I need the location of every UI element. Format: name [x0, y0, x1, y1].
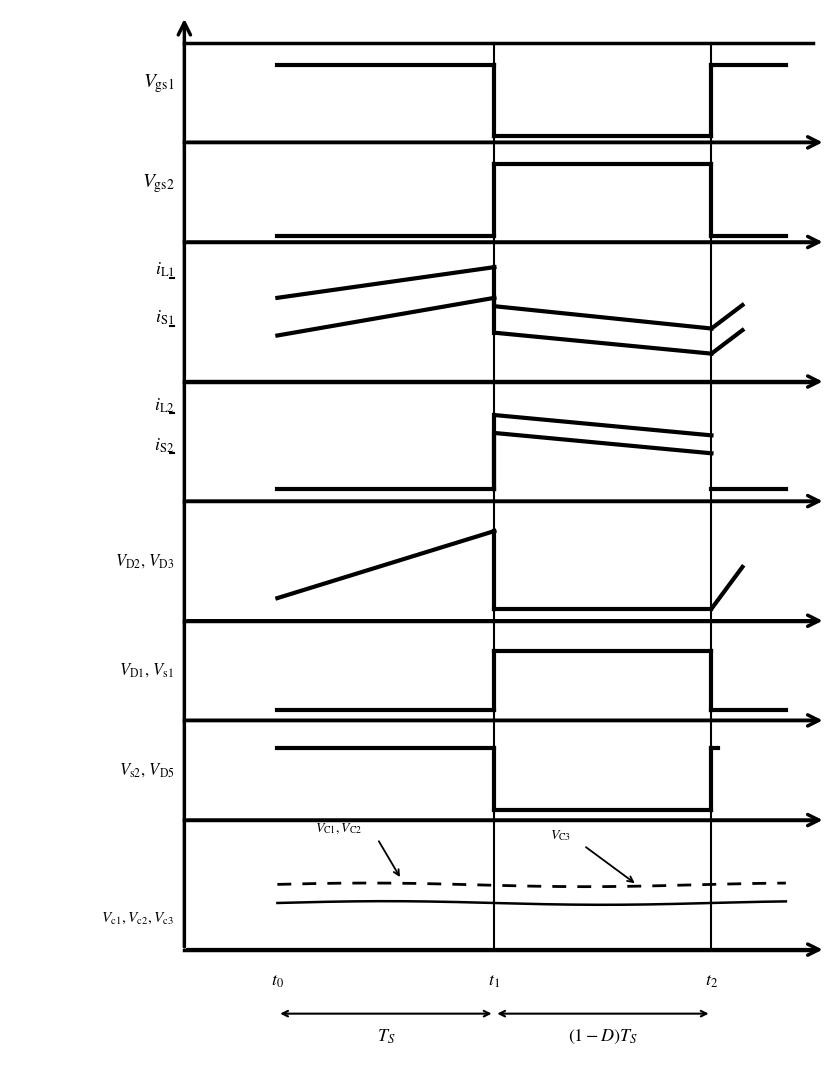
Text: $V_{\mathrm{c1}},V_{\mathrm{c2}},V_{\mathrm{c3}}$: $V_{\mathrm{c1}},V_{\mathrm{c2}},V_{\mat… [101, 911, 174, 926]
Text: $V_{\mathrm{C1}},V_{\mathrm{C2}}$: $V_{\mathrm{C1}},V_{\mathrm{C2}}$ [314, 822, 362, 835]
Text: $i_{\mathrm{L2}}$: $i_{\mathrm{L2}}$ [153, 396, 174, 415]
Text: $t_0$: $t_0$ [271, 973, 284, 989]
Text: $i_{\mathrm{S1}}$: $i_{\mathrm{S1}}$ [155, 308, 174, 327]
Text: $i_{\mathrm{S2}}$: $i_{\mathrm{S2}}$ [154, 436, 174, 456]
Text: $(1-D)T_S$: $(1-D)T_S$ [568, 1028, 638, 1046]
Text: $V_{\mathrm{gs1}}$: $V_{\mathrm{gs1}}$ [142, 73, 174, 95]
Text: $V_{\mathrm{s2}},\,V_{\mathrm{D5}}$: $V_{\mathrm{s2}},\,V_{\mathrm{D5}}$ [119, 762, 174, 779]
Text: $V_{\mathrm{D2}},\,V_{\mathrm{D3}}$: $V_{\mathrm{D2}},\,V_{\mathrm{D3}}$ [115, 552, 174, 570]
Text: $V_{\mathrm{gs2}}$: $V_{\mathrm{gs2}}$ [142, 172, 174, 195]
Text: $t_2$: $t_2$ [705, 973, 718, 989]
Text: $t_1$: $t_1$ [489, 973, 500, 989]
Text: $T_S$: $T_S$ [377, 1028, 395, 1046]
Text: $V_{\mathrm{D1}},\,V_{\mathrm{s1}}$: $V_{\mathrm{D1}},\,V_{\mathrm{s1}}$ [119, 662, 174, 680]
Text: $V_{\mathrm{C3}}$: $V_{\mathrm{C3}}$ [551, 829, 572, 843]
Text: $i_{\mathrm{L1}}$: $i_{\mathrm{L1}}$ [154, 260, 174, 280]
